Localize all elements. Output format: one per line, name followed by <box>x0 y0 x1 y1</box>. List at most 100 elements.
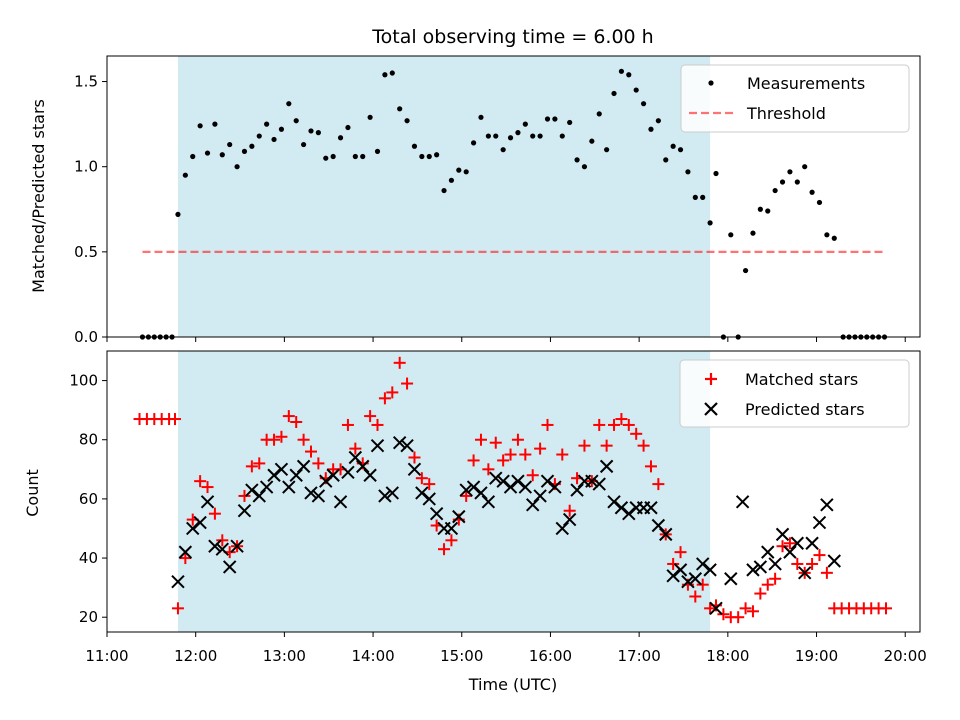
matched-star-marker <box>820 566 833 579</box>
matched-star-marker <box>769 572 782 585</box>
bottom-y-axis-label: Count <box>23 469 42 517</box>
matched-star-marker <box>880 602 893 615</box>
matched-star-marker <box>600 439 613 452</box>
measurement-point <box>589 138 595 144</box>
top-legend-box <box>680 64 910 133</box>
figure-title: Total observing time = 6.00 h <box>371 26 653 48</box>
measurement-point <box>404 118 410 124</box>
measurement-point <box>750 230 756 236</box>
x-tick-label: 18:00 <box>706 647 749 665</box>
predicted-star-marker <box>282 480 296 494</box>
bottom-y-tick-label: 100 <box>69 372 98 390</box>
predicted-star-marker <box>688 572 703 586</box>
predicted-star-marker <box>356 459 370 474</box>
measurement-point <box>367 114 373 120</box>
measurement-point <box>382 72 388 78</box>
matched-star-marker <box>776 540 789 553</box>
matched-star-marker <box>201 481 214 494</box>
matched-star-marker <box>467 454 480 467</box>
matched-star-marker <box>386 386 399 399</box>
predicted-star-marker <box>392 435 407 450</box>
legend-threshold-label: Threshold <box>746 104 826 123</box>
measurement-point <box>227 141 233 148</box>
matched-star-marker <box>194 475 207 488</box>
matched-star-marker <box>689 590 702 603</box>
measurement-point <box>544 116 551 122</box>
measurement-point <box>685 169 691 175</box>
matched-star-marker <box>168 413 181 426</box>
predicted-star-marker <box>607 495 621 509</box>
matched-star-marker <box>393 356 406 369</box>
measurement-point <box>507 135 514 141</box>
matched-star-marker <box>704 602 717 615</box>
measurement-point <box>397 106 403 112</box>
measurement-point <box>707 220 713 226</box>
measurement-point <box>713 170 719 177</box>
predicted-star-marker <box>805 536 819 550</box>
predicted-star-marker <box>237 504 252 518</box>
measurement-point <box>411 143 418 149</box>
predicted-star-marker <box>326 468 340 482</box>
legend-predicted-label: Predicted stars <box>745 400 865 419</box>
predicted-star-marker <box>820 498 834 512</box>
measurement-point <box>352 153 358 160</box>
matched-star-marker <box>593 418 606 431</box>
matched-star-marker <box>541 418 554 431</box>
bottom-legend: Matched stars Predicted stars <box>679 359 910 428</box>
x-axis-label: Time (UTC) <box>468 675 557 694</box>
top-y-tick-label: 0.5 <box>74 243 98 261</box>
measurement-point <box>816 199 823 206</box>
predicted-star-marker <box>614 501 629 515</box>
predicted-star-marker <box>812 515 827 530</box>
matched-star-marker <box>761 578 774 591</box>
predicted-star-marker <box>735 495 750 509</box>
matched-star-marker <box>534 442 547 455</box>
measurement-point <box>374 148 381 154</box>
top-x-ticks <box>106 337 906 342</box>
matched-star-marker <box>732 611 745 624</box>
matched-star-marker <box>312 457 325 470</box>
matched-star-marker <box>497 454 510 467</box>
predicted-star-marker <box>319 474 333 488</box>
bottom-y-tick-label: 20 <box>79 608 98 626</box>
measurement-point <box>802 164 808 170</box>
matched-star-marker <box>378 392 391 405</box>
matched-star-marker <box>415 472 428 485</box>
measurement-point <box>175 211 181 217</box>
matched-star-marker <box>423 478 436 491</box>
predicted-star-marker <box>599 459 614 474</box>
measurement-point <box>337 135 344 141</box>
measurement-point <box>618 68 625 74</box>
measurement-point <box>728 232 734 238</box>
bottom-legend-box <box>679 359 910 428</box>
predicted-star-marker <box>459 483 473 497</box>
matched-star-marker <box>282 410 295 423</box>
predicted-star-marker <box>709 601 723 616</box>
matched-star-marker <box>637 439 650 452</box>
top-panel: 0.0 0.5 1.0 1.5 Matched/Predicted stars Mea… <box>29 55 921 346</box>
predicted-star-marker <box>245 483 259 497</box>
measurement-point <box>757 206 763 212</box>
predicted-star-marker <box>496 474 510 488</box>
predicted-star-marker <box>289 468 303 482</box>
x-tick-label: 17:00 <box>618 647 661 665</box>
matched-star-marker <box>268 433 281 446</box>
predicted-star-marker <box>533 489 547 503</box>
predicted-star-marker <box>222 560 237 574</box>
predicted-star-marker <box>644 501 658 515</box>
predicted-star-marker <box>651 518 666 533</box>
matched-star-marker <box>474 433 487 446</box>
measurement-point <box>581 164 588 170</box>
measurement-point <box>663 157 669 163</box>
matched-star-marker <box>630 427 643 440</box>
predicted-star-marker <box>259 480 274 494</box>
measurement-point <box>765 208 771 214</box>
measurement-point <box>456 167 462 173</box>
matched-star-marker <box>460 489 473 502</box>
predicted-star-marker <box>348 450 363 465</box>
measurement-point <box>463 169 469 175</box>
top-plot-frame <box>106 55 921 338</box>
measurement-point <box>648 126 654 132</box>
top-y-ticks: 0.0 0.5 1.0 1.5 <box>74 73 107 346</box>
x-tick-label: 11:00 <box>85 647 128 665</box>
